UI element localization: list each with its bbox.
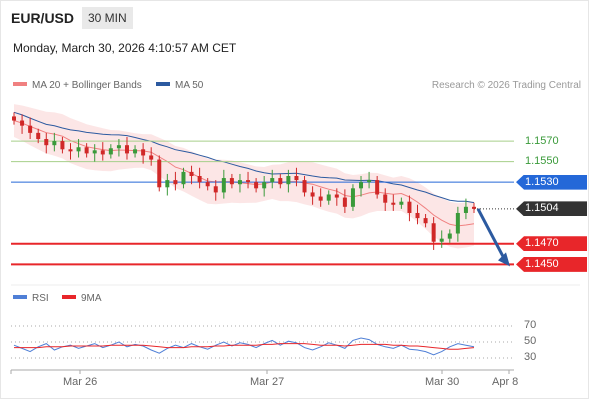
candle-body bbox=[302, 180, 307, 193]
candle-body bbox=[342, 197, 347, 207]
level-label-1-1504: 1.1504 bbox=[516, 201, 587, 217]
candle-body bbox=[431, 223, 436, 242]
candle-body bbox=[391, 202, 396, 205]
candle-body bbox=[254, 182, 259, 189]
candle-body bbox=[60, 141, 65, 150]
candle-body bbox=[270, 178, 275, 183]
rsi-legend-label: RSI bbox=[32, 293, 49, 304]
candle-body bbox=[157, 159, 162, 188]
level-label-1-1570: 1.1570 bbox=[525, 134, 559, 147]
bollinger-band bbox=[14, 104, 474, 249]
candle-body bbox=[310, 192, 315, 197]
candle-body bbox=[237, 180, 242, 185]
candle-body bbox=[286, 176, 291, 185]
level-label-1-1470: 1.1470 bbox=[516, 236, 587, 252]
timestamp: Monday, March 30, 2026 4:10:57 AM CET bbox=[13, 41, 237, 55]
candle-body bbox=[149, 155, 154, 160]
candle-body bbox=[108, 148, 113, 155]
candle-body bbox=[294, 176, 299, 181]
x-label-mar-30: Mar 30 bbox=[425, 376, 460, 388]
candle-body bbox=[229, 178, 234, 185]
candle-body bbox=[455, 212, 460, 234]
candle-body bbox=[84, 147, 89, 154]
candle-body bbox=[399, 201, 404, 205]
level-label-1-1450: 1.1450 bbox=[516, 256, 587, 272]
timeframe-badge[interactable]: 30 MIN bbox=[82, 7, 133, 29]
candle-body bbox=[407, 201, 412, 213]
candle-body bbox=[359, 182, 364, 189]
x-label-mar-26: Mar 26 bbox=[63, 376, 98, 388]
candle-body bbox=[92, 150, 97, 154]
candle-body bbox=[116, 145, 121, 149]
candle-body bbox=[28, 125, 33, 133]
chart-header: EUR/USD 30 MIN bbox=[0, 0, 590, 36]
ma9-legend-label: 9MA bbox=[81, 293, 102, 304]
credit-text: Research © 2026 Trading Central bbox=[431, 80, 581, 91]
ma50-legend-label: MA 50 bbox=[175, 80, 204, 91]
rsi-tick-30: 30 bbox=[524, 351, 537, 363]
candle-body bbox=[20, 120, 25, 126]
candle-body bbox=[326, 194, 331, 201]
ma20-legend-label: MA 20 + Bollinger Bands bbox=[32, 80, 142, 91]
candle-body bbox=[383, 194, 388, 203]
rsi-tick-50: 50 bbox=[524, 335, 537, 347]
candle-body bbox=[76, 147, 81, 152]
candle-body bbox=[334, 194, 339, 198]
candle-body bbox=[213, 186, 218, 193]
candle-body bbox=[375, 180, 380, 195]
candle-body bbox=[472, 206, 476, 209]
legend-ma50: MA 50 bbox=[156, 80, 203, 91]
candle-body bbox=[205, 182, 210, 187]
x-label-apr-8: Apr 8 bbox=[492, 376, 519, 388]
candle-body bbox=[181, 171, 186, 185]
rsi-swatch bbox=[13, 295, 27, 300]
ma50-swatch bbox=[156, 82, 170, 87]
candle-body bbox=[197, 176, 202, 183]
candle-body bbox=[100, 150, 105, 155]
legend-ma20: MA 20 + Bollinger Bands bbox=[13, 80, 142, 91]
legend-9ma: 9MA bbox=[62, 293, 102, 304]
x-label-mar-27: Mar 27 bbox=[250, 376, 285, 388]
candle-body bbox=[447, 233, 452, 239]
candle-body bbox=[318, 196, 323, 201]
level-label-1-1530: 1.1530 bbox=[516, 174, 587, 190]
candle-body bbox=[124, 145, 129, 154]
rsi-series-rsi bbox=[13, 337, 475, 356]
candle-body bbox=[415, 212, 420, 219]
candle-body bbox=[44, 139, 49, 146]
candle-body bbox=[133, 149, 138, 154]
candle-body bbox=[367, 180, 372, 183]
candle-body bbox=[68, 149, 73, 152]
ma20-swatch bbox=[13, 82, 27, 87]
instrument-title: EUR/USD bbox=[11, 10, 75, 26]
candle-body bbox=[262, 182, 267, 189]
candle-body bbox=[52, 141, 57, 146]
ma50-line bbox=[13, 111, 475, 204]
candle-body bbox=[423, 218, 428, 224]
rsi-series-9ma bbox=[14, 343, 475, 350]
candle-body bbox=[221, 178, 226, 193]
candle-body bbox=[165, 180, 170, 188]
candle-body bbox=[246, 180, 251, 183]
candle-body bbox=[12, 116, 16, 121]
candle-body bbox=[278, 178, 283, 185]
legend-rsi: RSI bbox=[13, 293, 49, 304]
level-label-1-1550: 1.1550 bbox=[525, 155, 559, 168]
candle-body bbox=[173, 180, 178, 185]
candle-body bbox=[439, 238, 444, 242]
rsi-tick-70: 70 bbox=[524, 319, 537, 331]
candle-body bbox=[36, 132, 41, 140]
candle-body bbox=[350, 188, 355, 207]
ma20-line bbox=[13, 120, 475, 227]
ma9-swatch bbox=[62, 295, 76, 300]
candle-body bbox=[189, 171, 194, 176]
forecast-arrow-line bbox=[476, 208, 506, 260]
forecast-arrow-head bbox=[498, 252, 510, 267]
candle-body bbox=[463, 206, 468, 213]
candle-body bbox=[141, 149, 146, 156]
